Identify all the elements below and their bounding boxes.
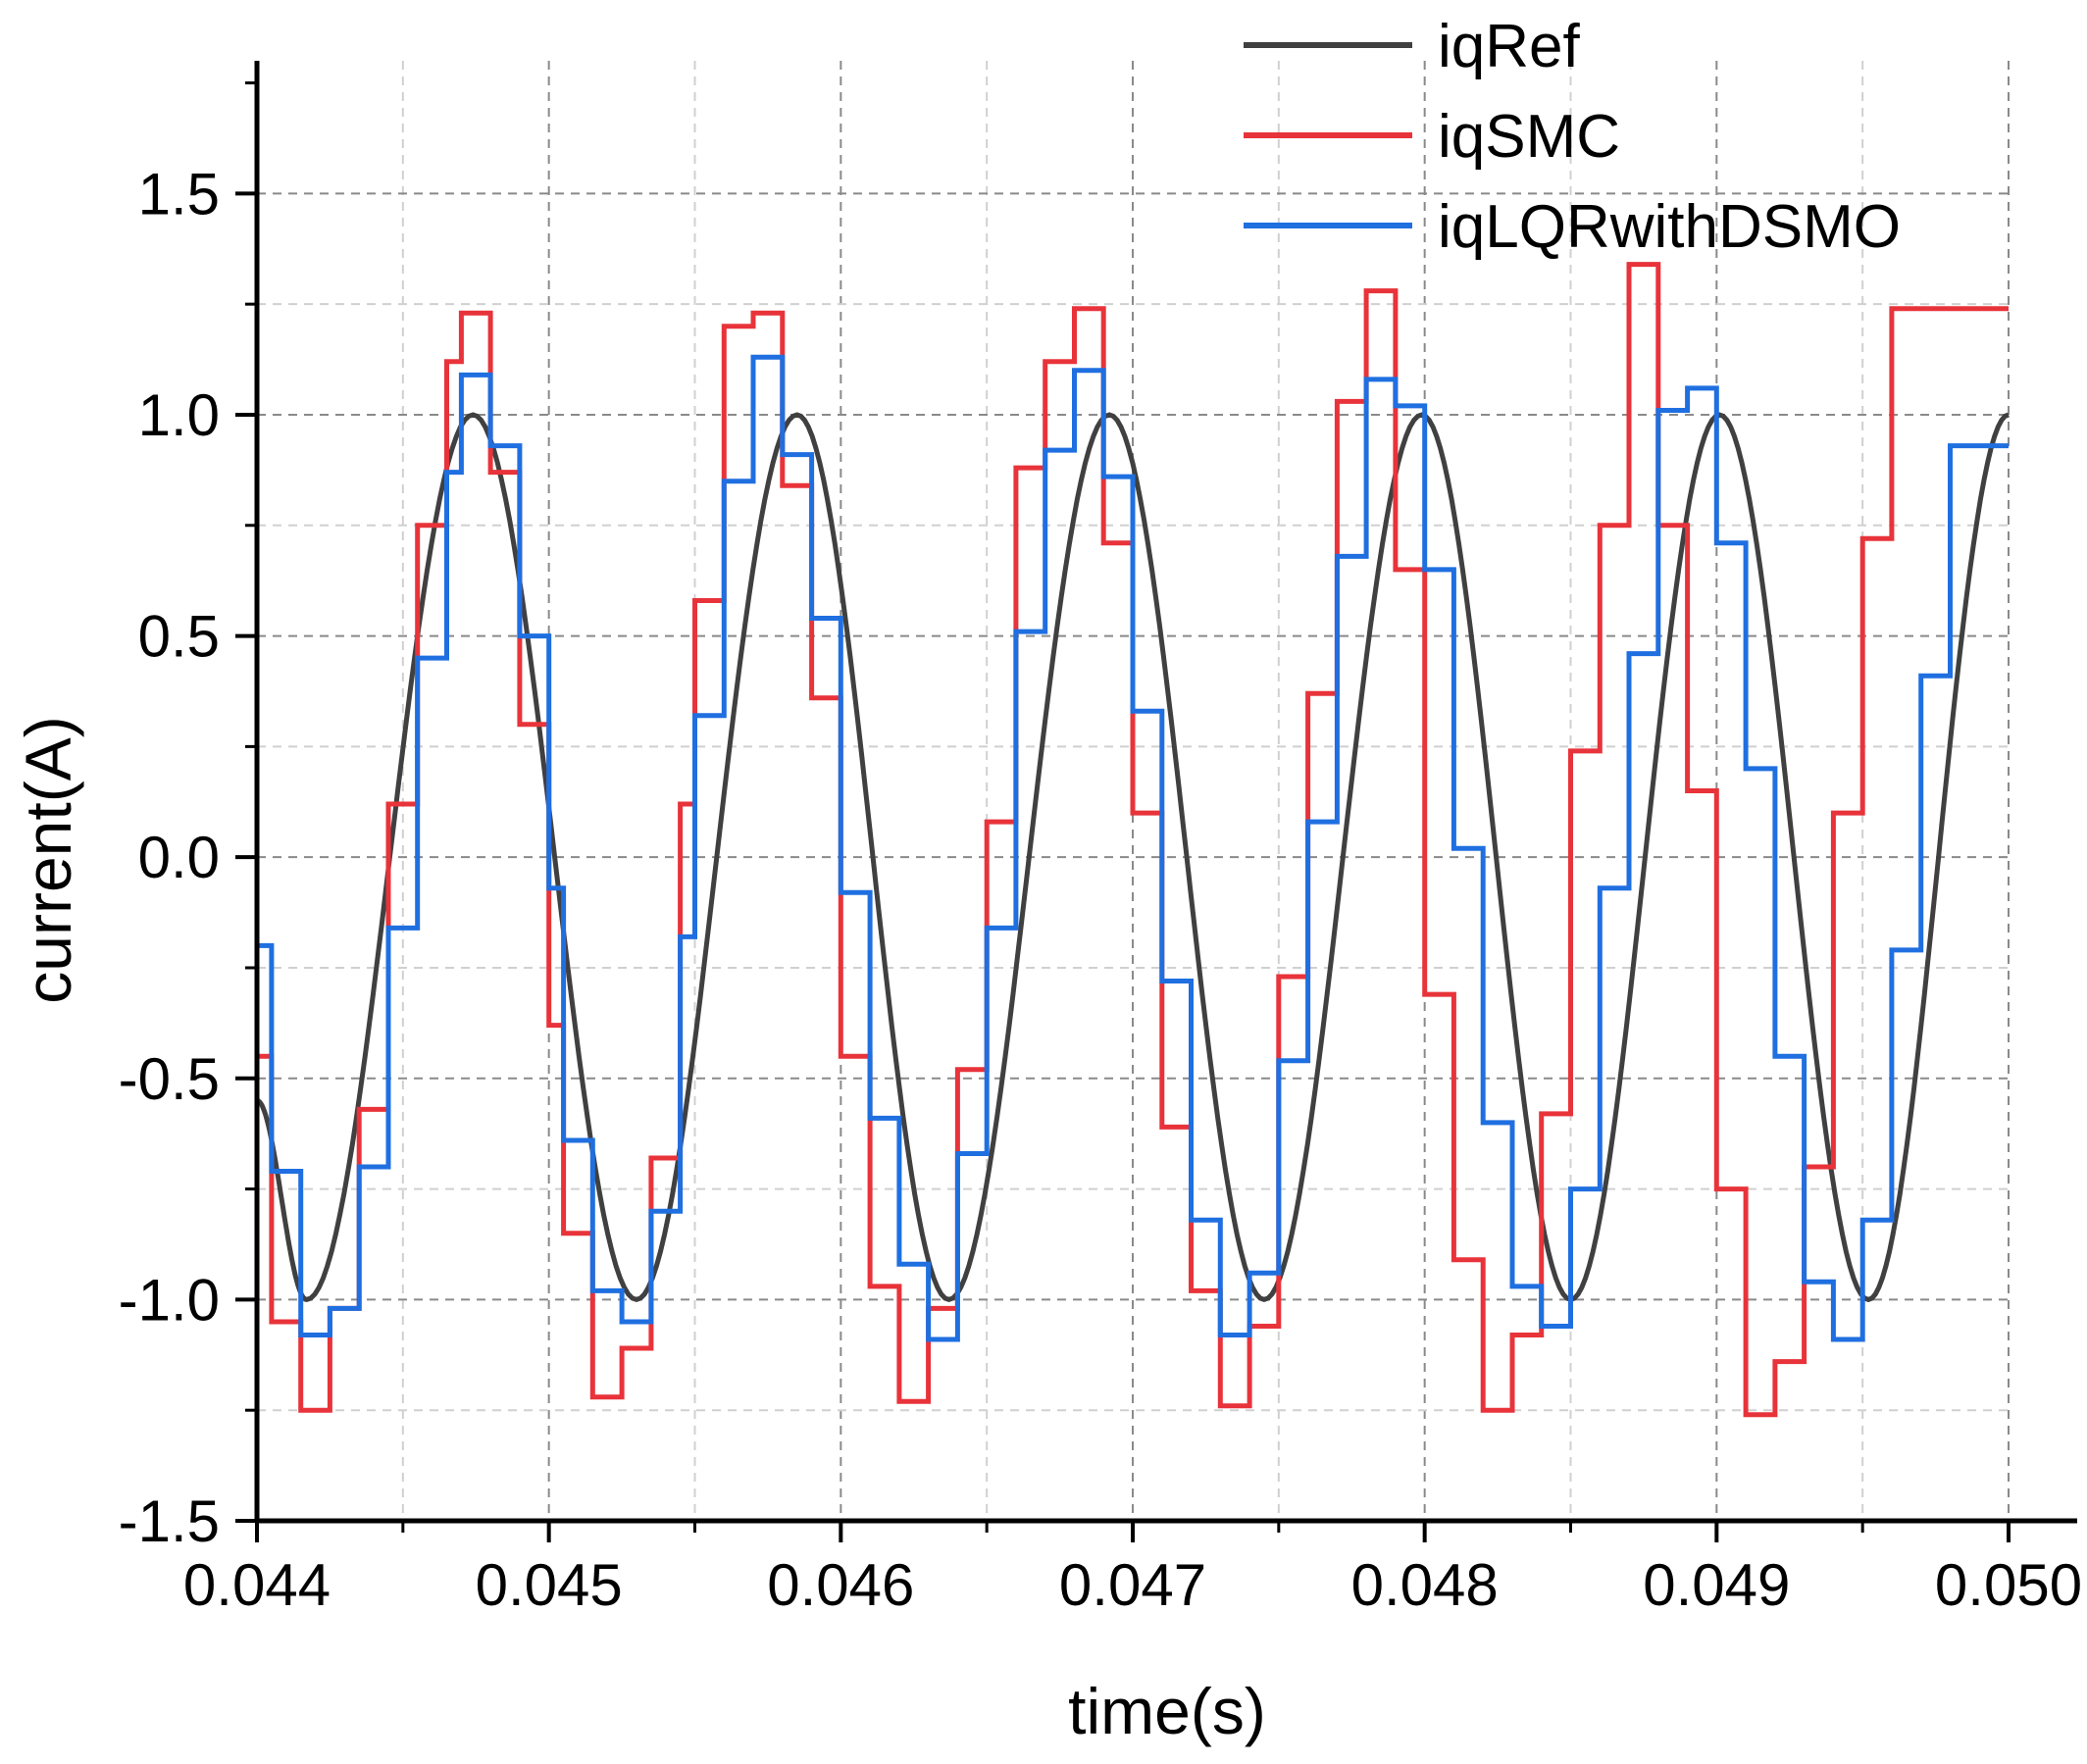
legend-label-iqSMC: iqSMC — [1438, 103, 1620, 171]
x-tick-label: 0.049 — [1643, 1552, 1790, 1618]
x-tick-label: 0.044 — [183, 1552, 331, 1618]
y-axis-title: current(A) — [12, 716, 84, 1003]
x-tick-label: 0.050 — [1935, 1552, 2082, 1618]
axes — [235, 61, 2077, 1542]
series-layer — [256, 262, 2010, 1418]
y-tick-label: -1.0 — [119, 1267, 220, 1333]
x-tick-label: 0.047 — [1059, 1552, 1206, 1618]
y-tick-label: -0.5 — [119, 1046, 220, 1112]
y-tick-label: 0.5 — [138, 604, 220, 670]
y-tick-label: 0.0 — [138, 825, 220, 890]
x-tick-label: 0.046 — [767, 1552, 914, 1618]
x-tick-label: 0.048 — [1351, 1552, 1499, 1618]
series-line-iqRef — [256, 412, 2010, 1303]
y-tick-label: 1.5 — [138, 161, 220, 227]
x-axis-title: time(s) — [1068, 1675, 1266, 1747]
y-tick-label: 1.0 — [138, 382, 220, 448]
legend-label-iqRef: iqRef — [1438, 13, 1581, 80]
y-tick-label: -1.5 — [119, 1488, 220, 1554]
y-tick-labels: -1.5 -1.0 -0.5 0.0 0.5 1.0 1.5 — [119, 161, 220, 1554]
legend: iqRef iqSMC iqLQRwithDSMO — [1244, 13, 1901, 261]
x-tick-label: 0.045 — [476, 1552, 623, 1618]
x-tick-labels: 0.044 0.045 0.046 0.047 0.048 0.049 0.050 — [183, 1552, 2082, 1618]
series-line-iqLQRwithDSMO — [257, 354, 2009, 1342]
legend-label-iqLQRwithDSMO: iqLQRwithDSMO — [1438, 193, 1901, 261]
